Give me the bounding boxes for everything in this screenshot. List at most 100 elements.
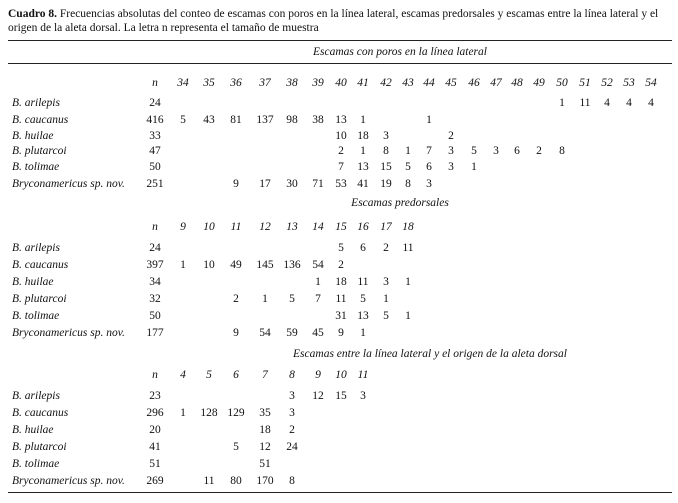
table-cell: 145 [256,259,274,271]
table-cell: 3 [360,390,366,402]
column-header: 43 [402,77,414,89]
table-cell: 24 [149,242,161,254]
column-header: 54 [645,77,657,89]
table-cell: 5 [360,293,366,305]
table-cell: 2 [338,145,344,157]
table-caption: Cuadro 8. Frecuencias absolutas del cont… [8,7,673,35]
column-header: 6 [233,369,239,381]
table-cell: 23 [149,390,161,402]
table-cell: 7 [315,293,321,305]
species-name: B. tolimae [12,161,60,173]
table-cell: 1 [180,259,186,271]
table-cell: 18 [357,130,369,142]
table-cell: 1 [559,97,565,109]
table-cell: 1 [360,327,366,339]
column-header: 10 [335,369,347,381]
column-header: 48 [511,77,523,89]
table-cell: 6 [360,242,366,254]
table-cell: 4 [626,97,632,109]
table-cell: 3 [448,161,454,173]
column-header: 10 [203,221,215,233]
table-cell: 35 [259,407,271,419]
column-header: 7 [262,369,268,381]
table-cell: 2 [338,259,344,271]
species-name: B. huilae [12,276,54,288]
table-cell: 53 [335,178,347,190]
table-cell: 10 [203,259,215,271]
table-cell: 416 [146,114,164,126]
species-name: B. huilae [12,130,54,142]
species-name: B. arilepis [12,390,60,402]
column-header: 4 [180,369,186,381]
column-header: 9 [180,221,186,233]
table-cell: 1 [360,145,366,157]
table-cell: 4 [604,97,610,109]
column-header: 11 [230,221,242,233]
table-cell: 1 [405,145,411,157]
column-header: n [152,221,158,233]
table-cell: 80 [230,475,242,487]
table-cell: 177 [146,327,164,339]
section-title: Escamas predorsales [351,197,449,209]
table-cell: 1 [426,114,432,126]
table-cell: 45 [312,327,324,339]
table-cell: 13 [335,114,347,126]
column-header: 18 [402,221,414,233]
column-header: 11 [357,369,369,381]
column-header: 51 [579,77,591,89]
table-cell: 9 [233,327,239,339]
table-cell: 296 [146,407,164,419]
column-header: 12 [259,221,271,233]
table-cell: 3 [289,390,295,402]
table-cell: 2 [233,293,239,305]
bottom-rule [8,492,672,493]
column-header: 42 [380,77,392,89]
table-cell: 7 [338,161,344,173]
species-name: B. tolimae [12,310,60,322]
column-header: 36 [230,77,242,89]
table-cell: 11 [579,97,591,109]
column-header: 9 [315,369,321,381]
table-cell: 11 [203,475,215,487]
table-cell: 54 [259,327,271,339]
column-header: 34 [177,77,189,89]
table-cell: 128 [200,407,218,419]
table-cell: 3 [426,178,432,190]
section-title: Escamas con poros en la línea lateral [313,46,487,58]
column-header: 14 [312,221,324,233]
column-header: 52 [601,77,613,89]
species-name: B. huilae [12,424,54,436]
species-name: B. arilepis [12,97,60,109]
column-header: 44 [423,77,435,89]
table-cell: 4 [648,97,654,109]
table-cell: 3 [383,276,389,288]
table-cell: 136 [283,259,301,271]
table-cell: 3 [493,145,499,157]
table-cell: 54 [312,259,324,271]
column-header: 5 [206,369,212,381]
species-name: B. caucanus [12,259,69,271]
table-cell: 81 [230,114,242,126]
section-title: Escamas entre la línea lateral y el orig… [293,348,567,360]
column-header: 39 [312,77,324,89]
table-cell: 5 [471,145,477,157]
table-cell: 3 [289,407,295,419]
species-name: B. caucanus [12,114,69,126]
table-cell: 9 [338,327,344,339]
header-rule [8,63,672,64]
table-cell: 11 [402,242,414,254]
table-cell: 8 [383,145,389,157]
column-header: 46 [468,77,480,89]
table-cell: 15 [380,161,392,173]
table-cell: 5 [289,293,295,305]
species-name: B. caucanus [12,407,69,419]
table-cell: 3 [448,145,454,157]
table-cell: 1 [471,161,477,173]
table-cell: 1 [315,276,321,288]
table-cell: 31 [335,310,347,322]
species-name: B. plutarcoi [12,145,67,157]
column-header: 40 [335,77,347,89]
table-cell: 59 [286,327,298,339]
table-cell: 5 [383,310,389,322]
